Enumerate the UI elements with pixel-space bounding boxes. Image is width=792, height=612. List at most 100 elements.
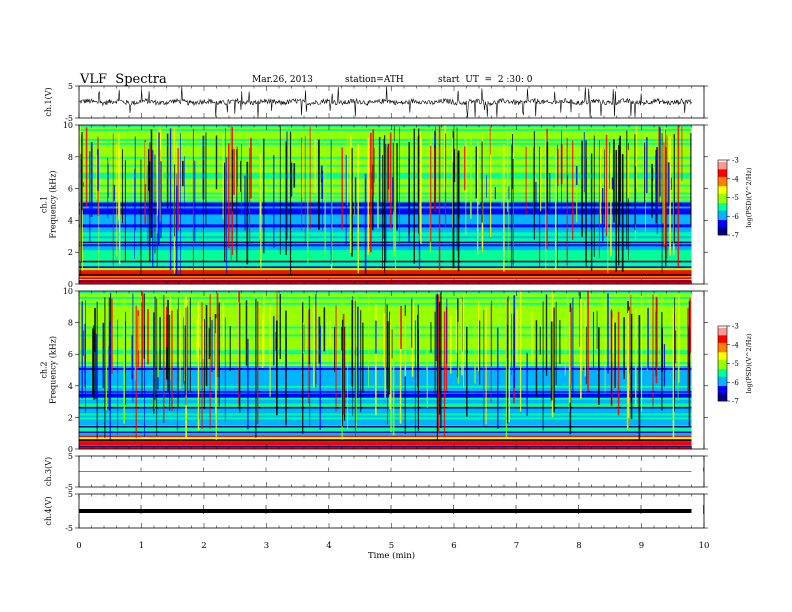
spectrogram-stripe — [79, 425, 692, 428]
colorbar-cell — [718, 346, 727, 349]
colorbar-cell — [718, 173, 727, 176]
spectrogram-band — [79, 423, 692, 426]
colorbar-cell — [718, 326, 727, 329]
spectrogram-band — [79, 437, 692, 440]
colorbar-cell — [718, 356, 727, 359]
station-label: station=ATH — [345, 75, 404, 85]
spectrogram-band — [79, 272, 692, 275]
y-axis-label: Frequency (kHz) — [49, 170, 58, 238]
spectrogram-stripe — [79, 277, 692, 280]
colorbar-cell — [718, 199, 727, 202]
spectrogram-band — [79, 212, 692, 215]
colorbar-cell — [718, 339, 727, 342]
spectrogram-band — [79, 186, 692, 189]
spectrogram-band — [79, 250, 692, 253]
spectrogram-band — [79, 166, 692, 170]
spectrogram-band — [79, 296, 692, 300]
spectrogram-band — [79, 240, 692, 243]
y-axis-label: ch.1(V) — [44, 87, 53, 116]
y-tick-label: 2 — [68, 413, 73, 422]
colorbar-cell — [718, 344, 727, 347]
colorbar-tick-label: -7 — [732, 398, 739, 406]
colorbar-cell — [718, 225, 727, 228]
colorbar-tick-label: -5 — [732, 360, 739, 368]
colorbar-cell — [718, 171, 727, 174]
waveform-ch4 — [79, 505, 704, 514]
colorbar-cell — [718, 191, 727, 195]
spectrogram-band — [79, 291, 692, 294]
colorbar-cell — [718, 348, 727, 351]
colorbar-cell — [718, 208, 727, 211]
spectrogram-band — [79, 204, 692, 207]
spectrogram-band — [79, 433, 692, 436]
spectrogram-band — [79, 128, 692, 132]
start-time-label: start UT = 2 :30: 0 — [438, 75, 533, 85]
spectrogram-band — [79, 142, 692, 146]
spectrogram-stripe — [79, 439, 692, 441]
spectrogram-band — [79, 222, 692, 225]
spectrogram-band — [79, 198, 692, 201]
y-tick-label: 2 — [68, 248, 73, 257]
spectrogram-band — [79, 282, 692, 285]
colorbar-cell — [718, 352, 727, 355]
x-tick-label: 10 — [699, 541, 710, 551]
panel-axes: 5 -5 ch.4(V) — [44, 490, 708, 533]
spectrogram-band — [79, 174, 692, 177]
colorbar-cell — [718, 182, 727, 185]
spectrogram-band — [79, 138, 692, 142]
x-tick-label: 4 — [326, 541, 331, 551]
colorbar-cell — [718, 163, 727, 166]
spectrogram-band — [79, 158, 692, 162]
spectrogram-band — [79, 238, 692, 241]
spectrogram-band — [79, 224, 692, 227]
spectrogram-band — [79, 150, 692, 154]
colorbar-cell — [718, 369, 727, 372]
colorbar-cell — [718, 380, 727, 383]
y-axis-label: ch.3(V) — [44, 457, 53, 486]
colorbar-cell — [718, 389, 727, 392]
spectrogram-band — [79, 134, 692, 138]
spectrogram-stripe — [79, 431, 692, 434]
spectrogram-band — [79, 246, 692, 249]
x-tick-label: 3 — [264, 541, 269, 551]
y-tick-label: -5 — [65, 524, 73, 533]
spectrogram-band — [79, 126, 692, 130]
spectrogram-stripe — [79, 266, 692, 268]
colorbar-cell — [718, 167, 727, 170]
colorbar-cell — [718, 341, 727, 344]
spectrogram-band — [79, 292, 692, 296]
colorbar-cell — [718, 372, 727, 376]
colorbar-cell — [718, 205, 727, 208]
spectrogram-band — [79, 258, 692, 261]
colorbar-cell — [718, 180, 727, 183]
colorbar-cell — [718, 333, 727, 336]
spectrogram-band — [79, 182, 692, 185]
spectrogram-band — [79, 136, 692, 140]
spectrogram-band — [79, 234, 692, 237]
spectrogram-band — [79, 226, 692, 229]
spectrogram-ch1 — [79, 125, 704, 285]
spectrogram-band — [79, 132, 692, 136]
spectrogram-stripe — [79, 445, 692, 448]
spectrogram-band — [79, 254, 692, 257]
spectrogram-band — [79, 411, 692, 414]
y-tick-label: 10 — [63, 121, 73, 130]
spectrogram-band — [79, 268, 692, 271]
spectrogram-band — [79, 170, 692, 173]
x-tick-label: 1 — [139, 541, 144, 551]
colorbar-tick-label: -3 — [732, 157, 739, 165]
spectrogram-band — [79, 236, 692, 239]
colorbar-cell — [718, 387, 727, 391]
spectrogram-band — [79, 447, 692, 450]
colorbar-cell — [718, 233, 727, 236]
panel-axes: 5 -5 ch.1(V) — [44, 82, 708, 123]
figure-title: VLF Spectra — [80, 72, 167, 87]
spectrogram-band — [79, 429, 692, 432]
x-tick-label: 8 — [576, 541, 581, 551]
spectrogram-band — [79, 208, 692, 211]
panel-axes: 5 -5 ch.3(V) — [44, 452, 708, 492]
spectrogram-band — [79, 232, 692, 235]
spectrogram-ch2 — [78, 291, 704, 450]
spectrogram-band — [79, 228, 692, 231]
y-axis-label: Frequency (kHz) — [49, 336, 58, 404]
